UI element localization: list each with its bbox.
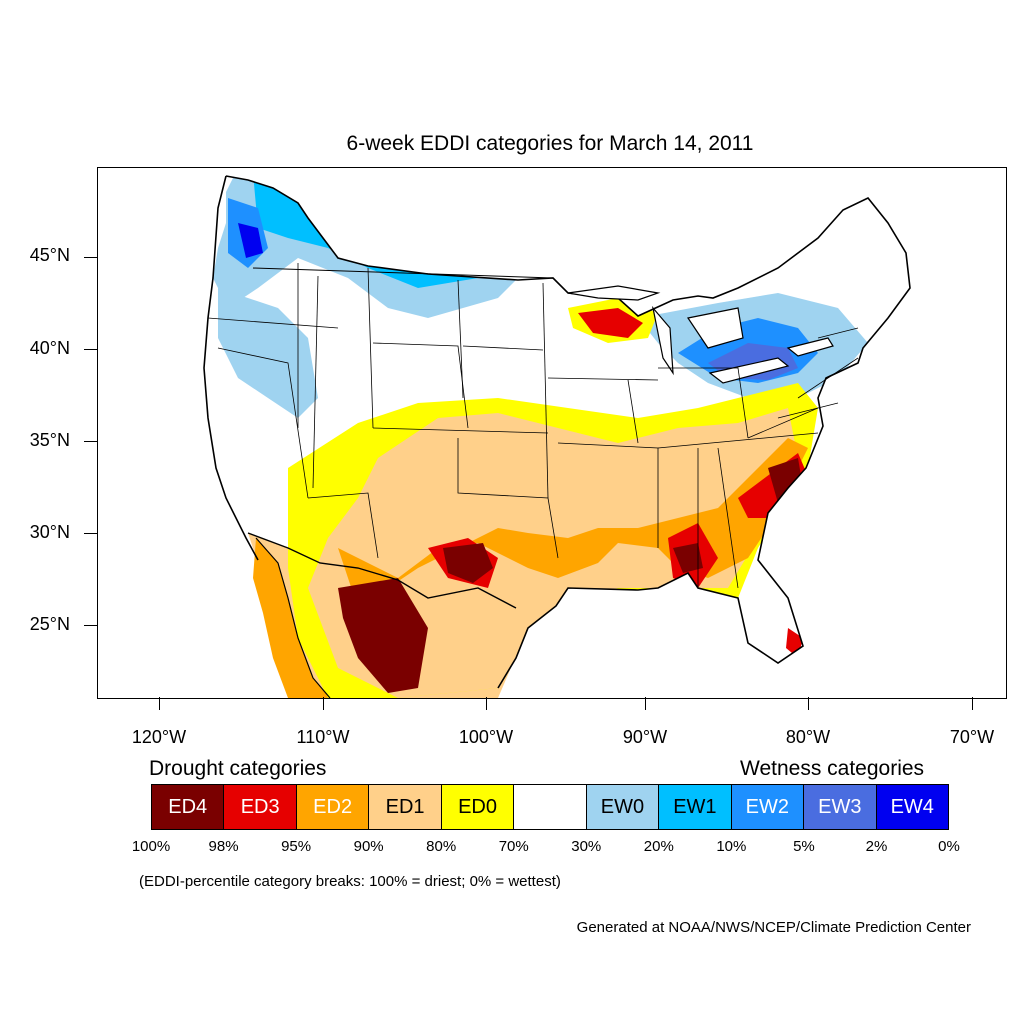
legend-break-label: 100% <box>131 838 171 855</box>
wetness-heading: Wetness categories <box>740 757 925 780</box>
lat-label-40: 40°N <box>29 338 70 358</box>
legend-cell-ed0: ED0 <box>441 785 515 829</box>
legend-cell-ew0: EW0 <box>586 785 660 829</box>
lat-label-25: 25°N <box>29 614 70 634</box>
legend-cell-neutral <box>514 785 587 829</box>
legend-break-label: 10% <box>716 838 747 855</box>
map-panel <box>97 167 1007 699</box>
legend-break-label: 30% <box>571 838 602 855</box>
lat-label-35: 35°N <box>29 430 70 450</box>
legend-cell-ed2: ED2 <box>296 785 370 829</box>
lon-tick <box>159 697 160 710</box>
legend-break-label: 20% <box>643 838 674 855</box>
legend-cell-ed4: ED4 <box>152 785 225 829</box>
legend-break-label: 70% <box>498 838 529 855</box>
drought-heading: Drought categories <box>149 757 327 780</box>
legend-cell-ew1: EW1 <box>659 785 732 829</box>
legend-colorbar: ED4 ED3 ED2 ED1 ED0 EW0 EW1 EW2 EW3 EW4 <box>151 784 949 830</box>
lon-label-90: 90°W <box>622 727 668 747</box>
lon-label-80: 80°W <box>785 727 831 747</box>
lon-label-110: 110°W <box>296 727 350 747</box>
legend-break-label: 90% <box>353 838 384 855</box>
lon-label-100: 100°W <box>458 727 514 747</box>
legend-cell-ed3: ED3 <box>224 785 297 829</box>
lat-tick <box>84 625 97 626</box>
legend-break-label: 5% <box>793 838 815 855</box>
legend-break-label: 80% <box>426 838 457 855</box>
legend-break-label: 0% <box>938 838 960 855</box>
lat-tick <box>84 441 97 442</box>
lon-tick <box>323 697 324 710</box>
lat-label-30: 30°N <box>29 522 70 542</box>
map-title: 6-week EDDI categories for March 14, 201… <box>346 132 754 155</box>
lat-label-45: 45°N <box>29 245 70 265</box>
legend-break-label: 95% <box>281 838 312 855</box>
lon-tick <box>486 697 487 710</box>
lon-label-70: 70°W <box>949 727 995 747</box>
legend-break-label: 98% <box>208 838 239 855</box>
lon-tick <box>645 697 646 710</box>
lon-tick <box>808 697 809 710</box>
category-note: (EDDI-percentile category breaks: 100% =… <box>139 873 561 890</box>
legend-cell-ew4: EW4 <box>876 785 948 829</box>
legend-cell-ew2: EW2 <box>731 785 805 829</box>
lon-label-120: 120°W <box>131 727 187 747</box>
legend-cell-ed1: ED1 <box>369 785 442 829</box>
eddi-map <box>203 175 911 698</box>
lat-tick <box>84 257 97 258</box>
lat-tick <box>84 349 97 350</box>
baja-region <box>253 538 330 698</box>
credit-line: Generated at NOAA/NWS/NCEP/Climate Predi… <box>576 919 971 936</box>
lon-tick <box>972 697 973 710</box>
lat-tick <box>84 533 97 534</box>
legend-break-label: 2% <box>865 838 888 855</box>
legend-cell-ew3: EW3 <box>804 785 877 829</box>
